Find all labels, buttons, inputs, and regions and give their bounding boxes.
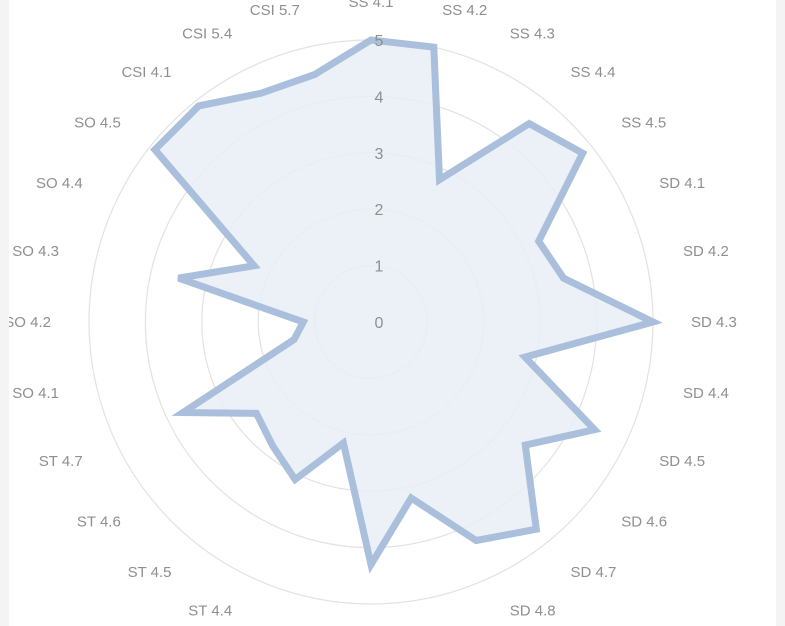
data-point-ss-4-5 xyxy=(580,150,586,156)
data-point-so-4-2 xyxy=(300,319,306,325)
category-label-so-4-1: SO 4.1 xyxy=(12,385,59,402)
series-area xyxy=(150,36,663,574)
category-label-sd-4-7: SD 4.7 xyxy=(571,564,617,581)
data-point-ss-4-4 xyxy=(526,121,532,127)
category-label-sd-4-5: SD 4.5 xyxy=(659,453,705,470)
data-point-csi-5-4 xyxy=(258,90,264,96)
data-point-ss-4-3 xyxy=(437,177,443,183)
data-point-st-4-5 xyxy=(270,442,276,448)
data-point-sd-4-5 xyxy=(592,427,598,433)
chart-panel: 0 1 2 3 4 5 SS 4.1 SS 4.2 SS 4.3 SS 4.4 SS 4.5 SD … xyxy=(9,0,776,626)
tick-label-5: 5 xyxy=(375,33,384,50)
data-point-st-4-2 xyxy=(368,562,374,568)
data-point-so-4-3 xyxy=(176,275,182,281)
category-label-so-4-3: SO 4.3 xyxy=(12,243,59,260)
data-point-so-4-1 xyxy=(291,337,297,343)
tick-label-4: 4 xyxy=(375,89,384,106)
data-point-csi-4-1 xyxy=(196,103,202,109)
data-point-st-4-3 xyxy=(340,440,346,446)
data-point-sd-4-4 xyxy=(522,354,528,360)
tick-label-0: 0 xyxy=(375,315,384,332)
data-point-ss-4-2 xyxy=(431,44,437,50)
data-point-sd-4-6 xyxy=(522,442,528,448)
category-label-csi-5-7: CSI 5.7 xyxy=(250,2,300,19)
category-label-ss-4-4: SS 4.4 xyxy=(571,64,616,81)
tick-label-2: 2 xyxy=(375,202,384,219)
category-label-sd-4-1: SD 4.1 xyxy=(659,175,705,192)
data-point-st-4-1 xyxy=(408,495,414,501)
category-label-ss-4-1: SS 4.1 xyxy=(348,0,393,11)
data-point-sd-4-2 xyxy=(560,275,566,281)
data-point-csi-5-7 xyxy=(312,72,318,78)
category-label-sd-4-8: SD 4.8 xyxy=(510,602,556,619)
tick-layer: 0 1 2 3 4 5 xyxy=(375,33,384,332)
data-point-so-4-5 xyxy=(152,147,158,153)
category-label-csi-5-4: CSI 5.4 xyxy=(182,26,232,43)
category-label-sd-4-3: SD 4.3 xyxy=(691,314,737,331)
category-label-ss-4-5: SS 4.5 xyxy=(621,115,666,132)
data-point-sd-4-7 xyxy=(533,526,539,532)
data-point-st-4-4 xyxy=(292,477,298,483)
category-label-so-4-5: SO 4.5 xyxy=(74,115,121,132)
category-label-csi-4-1: CSI 4.1 xyxy=(121,64,171,81)
category-label-st-4-4: ST 4.4 xyxy=(188,602,232,619)
tick-label-3: 3 xyxy=(375,146,384,163)
data-point-so-4-4 xyxy=(251,263,257,269)
category-label-st-4-7: ST 4.7 xyxy=(39,453,83,470)
category-label-sd-4-4: SD 4.4 xyxy=(683,385,729,402)
tick-label-1: 1 xyxy=(375,259,384,276)
data-point-sd-4-8 xyxy=(473,538,479,544)
data-point-st-4-6 xyxy=(253,410,259,416)
series-layer xyxy=(150,36,663,574)
data-point-sd-4-3 xyxy=(650,319,656,325)
radar-chart: 0 1 2 3 4 5 SS 4.1 SS 4.2 SS 4.3 SS 4.4 SS 4.5 SD … xyxy=(9,0,737,619)
data-point-ss-4-1 xyxy=(368,37,374,43)
data-point-sd-4-1 xyxy=(536,238,542,244)
category-label-ss-4-2: SS 4.2 xyxy=(442,2,487,19)
category-labels: SS 4.1 SS 4.2 SS 4.3 SS 4.4 SS 4.5 SD 4.1 SD 4… xyxy=(9,0,737,619)
category-label-sd-4-6: SD 4.6 xyxy=(621,514,667,531)
category-label-so-4-4: SO 4.4 xyxy=(36,175,83,192)
data-point-st-4-7 xyxy=(180,410,186,416)
category-label-so-4-2: SO 4.2 xyxy=(9,314,51,331)
category-label-st-4-6: ST 4.6 xyxy=(77,514,121,531)
category-label-st-4-5: ST 4.5 xyxy=(128,564,172,581)
category-label-ss-4-3: SS 4.3 xyxy=(510,26,555,43)
category-label-sd-4-2: SD 4.2 xyxy=(683,243,729,260)
